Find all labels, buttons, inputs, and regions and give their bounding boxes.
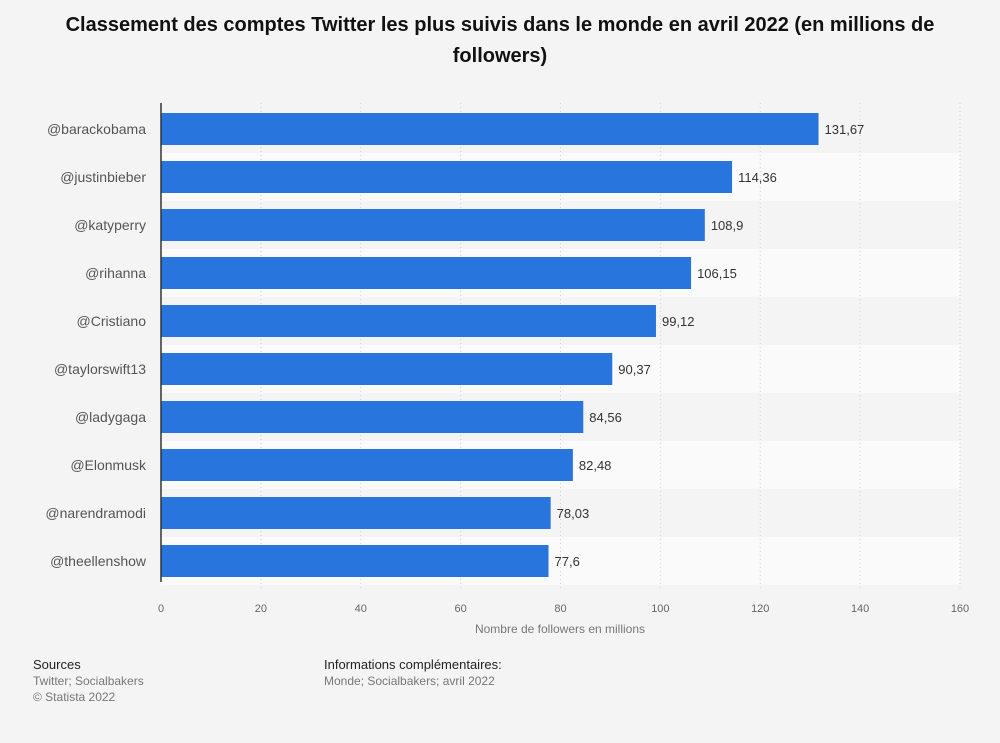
category-label: @taylorswift13 <box>54 361 146 377</box>
bar <box>161 209 705 241</box>
x-tick-label: 140 <box>851 603 869 615</box>
chart-title: Classement des comptes Twitter les plus … <box>65 14 935 67</box>
sources-line: Twitter; Socialbakers <box>33 674 144 688</box>
x-tick-label: 80 <box>554 603 566 615</box>
value-label: 77,6 <box>555 554 580 569</box>
bar <box>161 305 656 337</box>
bar <box>161 113 819 145</box>
category-label: @justinbieber <box>60 169 146 185</box>
x-tick-label: 20 <box>255 603 267 615</box>
category-label: @Elonmusk <box>70 457 147 473</box>
value-label: 90,37 <box>618 362 651 377</box>
x-tick-label: 160 <box>951 603 969 615</box>
sources-heading: Sources <box>33 657 81 672</box>
info-heading: Informations complémentaires: <box>324 657 502 672</box>
value-label: 84,56 <box>589 410 622 425</box>
bar <box>161 257 692 289</box>
category-labels: @barackobama @justinbieber @katyperry @riha… <box>45 121 147 569</box>
category-label: @barackobama <box>47 121 146 137</box>
value-label: 108,9 <box>711 218 744 233</box>
value-label: 114,36 <box>738 170 777 185</box>
bar <box>161 449 573 481</box>
bars <box>161 113 819 577</box>
bar-chart: 131,67 114,36 108,9 106,15 99,12 90,37 84,56 82… <box>45 103 969 636</box>
bar <box>161 353 613 385</box>
grid-lines <box>260 103 961 591</box>
value-label: 106,15 <box>697 266 737 281</box>
x-tick-label: 120 <box>751 603 769 615</box>
value-labels: 131,67 114,36 108,9 106,15 99,12 90,37 84,56 82… <box>555 122 865 569</box>
category-label: @narendramodi <box>45 505 146 521</box>
x-tick-label: 100 <box>651 603 669 615</box>
bar <box>161 545 549 577</box>
value-label: 131,67 <box>825 122 865 137</box>
category-label: @rihanna <box>85 265 146 281</box>
x-tick-label: 0 <box>158 603 164 615</box>
sources-block: Sources Twitter; Socialbakers © Statista… <box>33 657 144 705</box>
copyright-line: © Statista 2022 <box>33 690 116 704</box>
bar <box>161 401 584 433</box>
category-label: @theellenshow <box>50 553 147 569</box>
info-block: Informations complémentaires: Monde; Soc… <box>324 657 502 689</box>
info-line: Monde; Socialbakers; avril 2022 <box>324 674 495 688</box>
value-label: 99,12 <box>662 314 695 329</box>
bar <box>161 161 733 193</box>
x-tick-label: 40 <box>355 603 367 615</box>
bar <box>161 497 551 529</box>
x-tick-label: 60 <box>455 603 467 615</box>
category-label: @katyperry <box>74 217 146 233</box>
category-label: @Cristiano <box>77 313 147 329</box>
x-axis-label: Nombre de followers en millions <box>475 622 645 636</box>
value-label: 78,03 <box>557 506 590 521</box>
category-label: @ladygaga <box>75 409 146 425</box>
x-tick-labels: 0 20 40 60 80 100 120 140 160 <box>158 603 969 615</box>
value-label: 82,48 <box>579 458 612 473</box>
